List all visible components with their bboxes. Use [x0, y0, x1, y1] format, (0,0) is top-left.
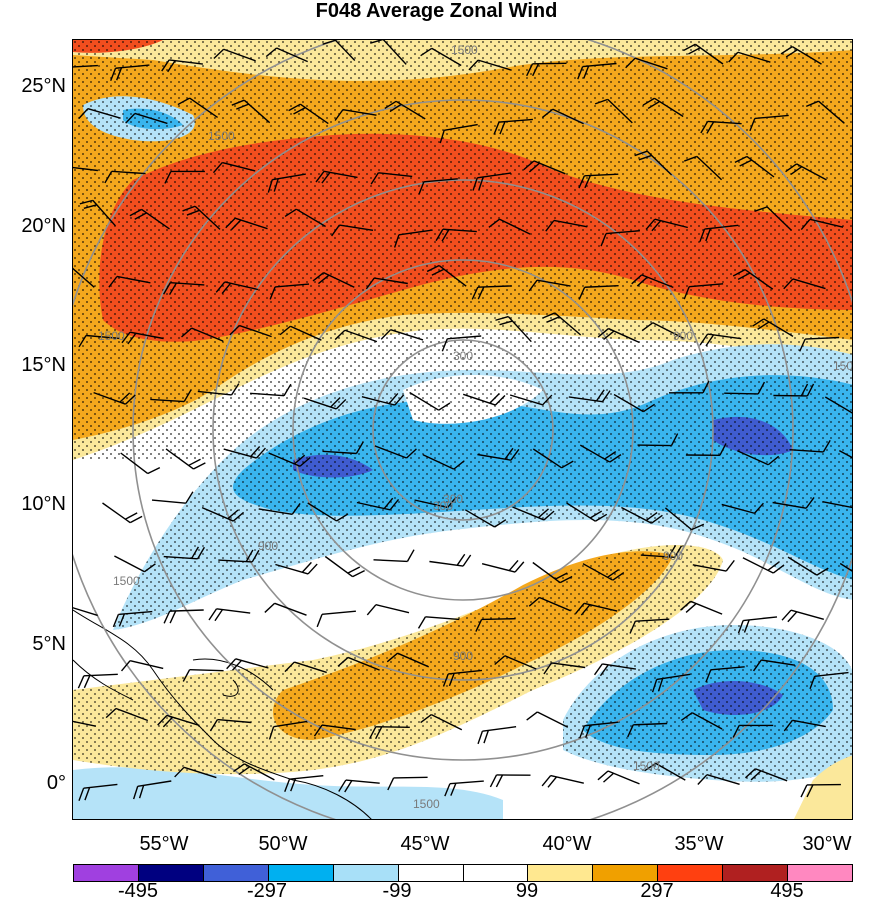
colorbar [73, 864, 853, 882]
range-ring-label: 1500 [208, 129, 235, 143]
lat-label-20n: 20°N [2, 216, 66, 236]
wind-barb [374, 548, 415, 562]
lon-label-30w: 30°W [782, 834, 872, 854]
wind-barb [103, 493, 143, 526]
lon-label-55w: 55°W [119, 834, 209, 854]
wind-barb [542, 774, 584, 795]
wind-barb [164, 610, 204, 623]
range-ring-label: 900 [453, 649, 473, 663]
wind-barb [782, 609, 824, 631]
colorbar-segment [464, 865, 529, 881]
colorbar-label: 99 [487, 881, 567, 901]
lat-label-10n: 10°N [2, 494, 66, 514]
colorbar-label: 297 [617, 881, 697, 901]
colorbar-segment [74, 865, 139, 881]
range-ring-label: 900 [258, 539, 278, 553]
colorbar-segment [334, 865, 399, 881]
wind-barb [265, 601, 307, 626]
range-ring-label: 300 [453, 349, 473, 363]
wind-barb [482, 552, 524, 573]
colorbar-segment [723, 865, 788, 881]
range-ring-label: 1500 [633, 759, 660, 773]
range-ring-label: 1500 [833, 359, 853, 373]
colorbar-segment [399, 865, 464, 881]
colorbar-segment [139, 865, 204, 881]
lat-label-25n: 25°N [2, 76, 66, 96]
wind-barb [152, 488, 193, 504]
colorbar-label: -297 [227, 881, 307, 901]
wind-barb [476, 727, 517, 744]
range-ring-label: 1500 [413, 797, 440, 811]
colorbar-label: -495 [98, 881, 178, 901]
lat-label-15n: 15°N [2, 355, 66, 375]
lon-label-40w: 40°W [522, 834, 612, 854]
lat-label-0: 0° [2, 773, 66, 793]
range-ring-label: 1500 [98, 329, 125, 343]
range-ring-label: 1500 [451, 43, 478, 57]
lon-label-35w: 35°W [654, 834, 744, 854]
lon-label-45w: 45°W [380, 834, 470, 854]
colorbar-label: 495 [747, 881, 827, 901]
wind-barb [122, 659, 164, 680]
zonal-wind-map: 1500 1500 1500 1500 1500 1500 1500 900 900 900 900… [73, 40, 853, 820]
range-ring-label: 900 [673, 329, 693, 343]
colorbar-segment [788, 865, 852, 881]
wind-barb [209, 608, 250, 625]
colorbar-segment [593, 865, 658, 881]
wind-barb [367, 603, 409, 624]
wind-barb [527, 709, 568, 738]
colorbar-segment [528, 865, 593, 881]
colorbar-segment [269, 865, 334, 881]
colorbar-label: -99 [357, 881, 437, 901]
range-ring-label: 900 [663, 549, 683, 563]
wind-barb [429, 550, 470, 567]
range-ring-label: 300 [433, 499, 453, 513]
wind-barb [490, 775, 530, 787]
lat-label-5n: 5°N [2, 634, 66, 654]
plot-title: F048 Average Zonal Wind [0, 0, 873, 22]
lon-label-50w: 50°W [238, 834, 328, 854]
range-ring-label: 1500 [113, 574, 140, 588]
colorbar-segment [204, 865, 269, 881]
map-panel: 1500 1500 1500 1500 1500 1500 1500 900 900 900 900… [72, 39, 853, 820]
wind-barb [316, 611, 357, 627]
colorbar-segment [658, 865, 723, 881]
